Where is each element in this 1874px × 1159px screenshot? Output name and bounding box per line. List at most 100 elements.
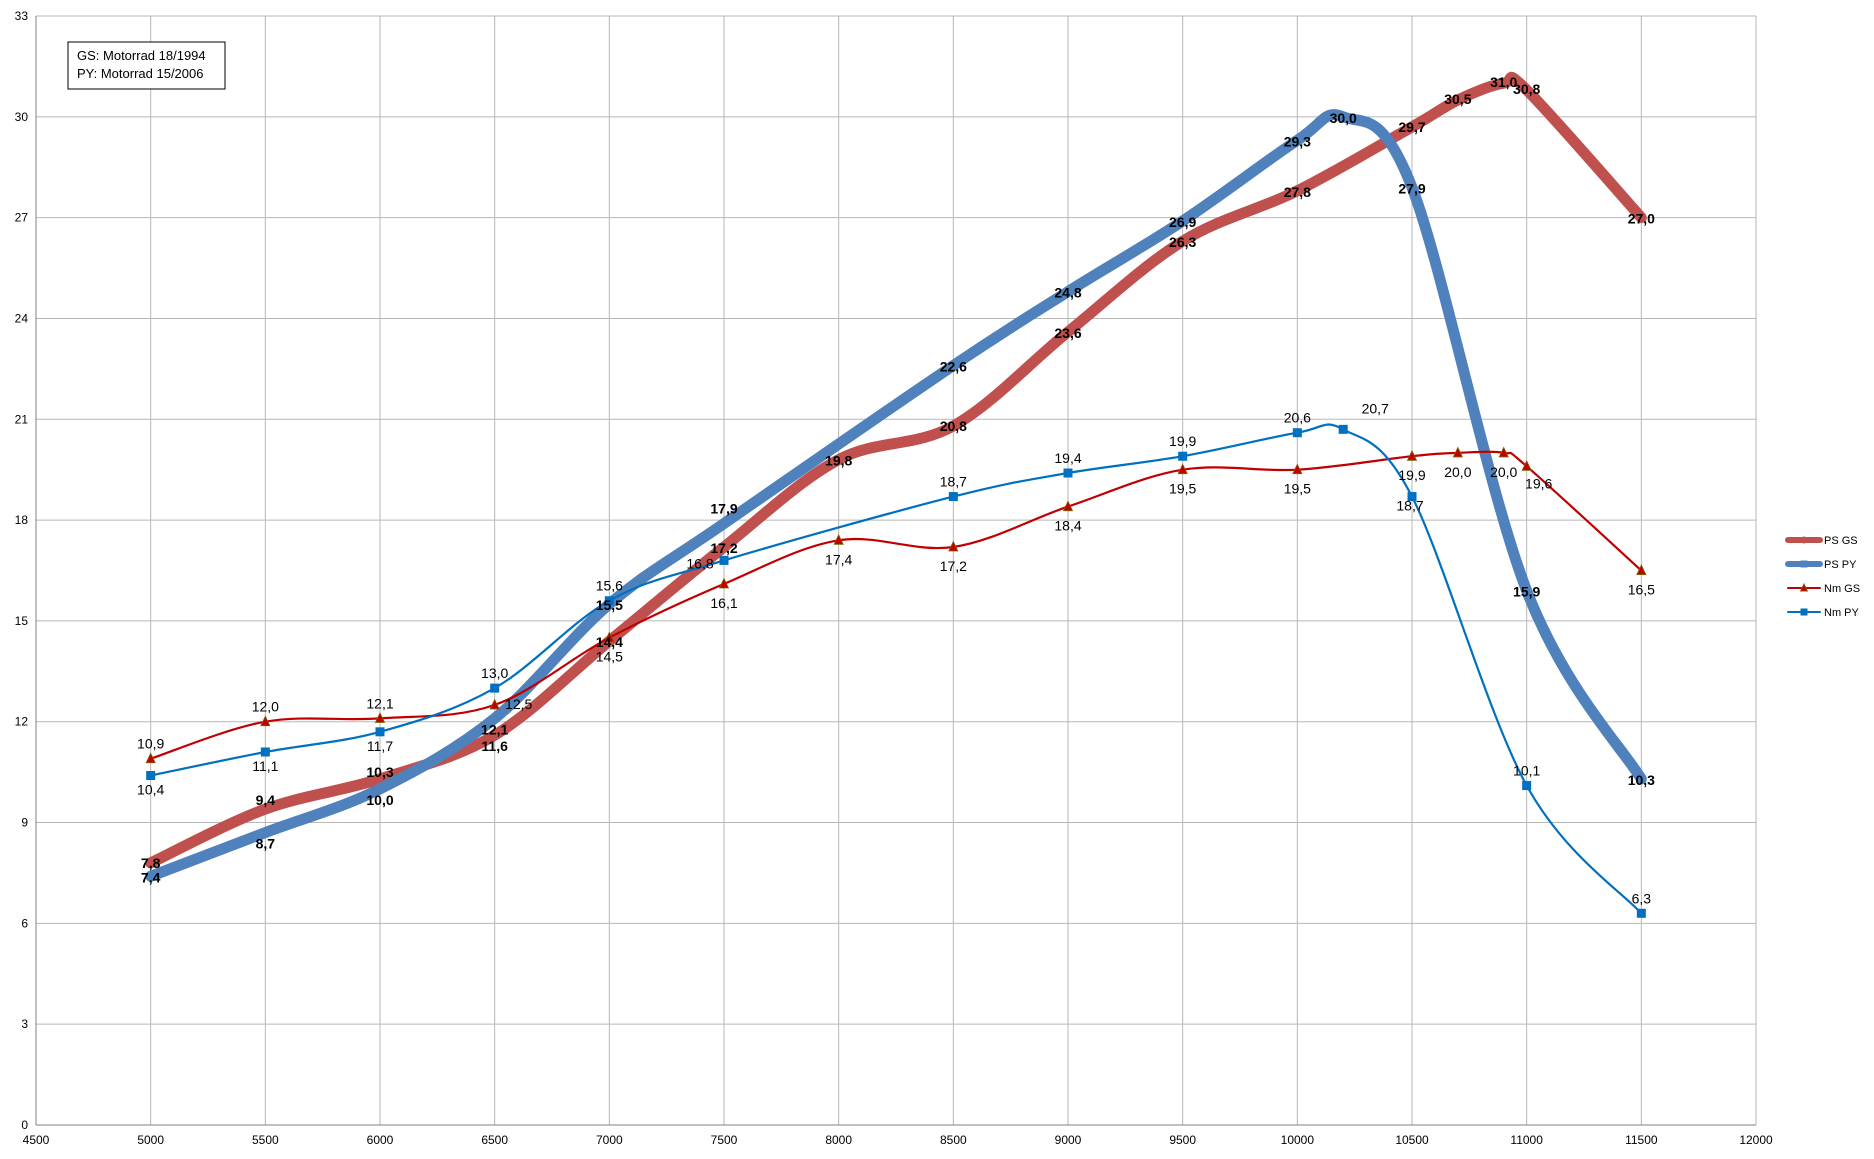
data-label-ps-py: 30,0 — [1330, 110, 1357, 126]
data-label-ps-py: 8,7 — [256, 836, 276, 852]
series-line-nm-gs — [149, 450, 1643, 760]
data-label-nm-gs: 18,4 — [1054, 518, 1081, 534]
x-tick-label: 8500 — [940, 1133, 967, 1147]
data-label-ps-gs: 17,2 — [710, 540, 737, 556]
point-nm-py — [146, 770, 156, 780]
legend-label: PS PY — [1824, 559, 1857, 571]
data-label-ps-py: 22,6 — [940, 359, 967, 375]
point-nm-py — [1636, 908, 1646, 918]
data-label-ps-gs: 7,8 — [141, 855, 161, 871]
data-label-ps-gs: 29,7 — [1398, 119, 1425, 135]
data-label-ps-py: 12,1 — [481, 721, 508, 737]
point-nm-gs — [718, 577, 730, 589]
point-nm-py — [1292, 428, 1302, 438]
x-tick-label: 10000 — [1281, 1133, 1315, 1147]
data-label-nm-py: 10,4 — [137, 781, 164, 797]
data-label-nm-gs: 19,9 — [1398, 467, 1425, 483]
series-line-ps-py — [145, 109, 1647, 882]
point-nm-gs — [374, 712, 386, 723]
data-label-ps-gs: 19,8 — [825, 453, 852, 469]
legend-label: Nm PY — [1824, 607, 1860, 619]
source-note-box — [67, 41, 226, 90]
data-label-nm-gs: 17,2 — [940, 558, 967, 574]
data-label-ps-gs: 14,4 — [596, 634, 623, 650]
data-label-nm-gs: 12,1 — [366, 695, 393, 711]
point-nm-gs — [145, 752, 156, 764]
data-label-ps-gs: 23,6 — [1054, 325, 1081, 341]
legend-item-ps-py: PS PY — [1785, 559, 1857, 571]
y-tick-label: 12 — [15, 715, 29, 729]
data-label-ps-py: 27,9 — [1398, 180, 1425, 196]
legend-item-ps-gs: PS GS — [1785, 535, 1858, 547]
data-label-ps-py: 17,9 — [710, 500, 737, 516]
data-label-nm-gs: 20,0 — [1490, 464, 1517, 480]
data-label-nm-py: 6,3 — [1632, 890, 1652, 906]
source-note-line: PY: Motorrad 15/2006 — [77, 66, 203, 81]
data-label-ps-gs: 27,8 — [1284, 184, 1311, 200]
x-tick-label: 4500 — [23, 1133, 50, 1147]
data-label-nm-gs: 20,0 — [1444, 464, 1471, 480]
x-tick-label: 5500 — [252, 1133, 279, 1147]
point-nm-gs — [489, 698, 500, 710]
point-nm-gs — [1521, 459, 1532, 471]
point-nm-gs — [604, 631, 615, 643]
x-tick-label: 5000 — [137, 1133, 164, 1147]
point-nm-gs — [833, 533, 844, 545]
data-label-ps-gs: 10,3 — [366, 764, 393, 780]
data-label-nm-py: 10,1 — [1513, 763, 1540, 779]
data-label-nm-gs: 16,1 — [710, 595, 737, 611]
data-label-nm-py: 16,8 — [686, 555, 713, 571]
legend-item-nm-py: Nm PY — [1787, 607, 1860, 619]
y-tick-label: 6 — [21, 916, 28, 930]
legend-marker — [1800, 536, 1808, 544]
data-label-nm-gs: 19,5 — [1284, 481, 1311, 497]
data-label-ps-gs: 20,8 — [940, 418, 967, 434]
legend-label: Nm GS — [1824, 583, 1860, 595]
point-nm-py — [604, 596, 614, 606]
source-note-line: GS: Motorrad 18/1994 — [77, 48, 206, 63]
data-label-nm-gs: 19,5 — [1169, 481, 1196, 497]
x-tick-label: 8000 — [825, 1133, 852, 1147]
grid-lines — [35, 15, 1757, 1126]
x-tick-label: 6500 — [481, 1133, 508, 1147]
data-label-nm-gs: 12,5 — [505, 696, 532, 712]
point-nm-py — [1522, 781, 1532, 791]
y-tick-label: 27 — [15, 211, 29, 225]
y-tick-label: 33 — [15, 9, 29, 23]
data-label-nm-py: 20,7 — [1362, 400, 1389, 416]
point-nm-py — [375, 727, 385, 737]
y-tick-label: 15 — [15, 614, 29, 628]
data-label-ps-py: 15,5 — [596, 597, 623, 613]
data-label-ps-py: 10,0 — [366, 792, 393, 808]
data-label-nm-gs: 10,9 — [137, 736, 164, 752]
point-nm-gs — [1498, 446, 1509, 458]
legend: PS GS PS PY Nm GS Nm PY — [1785, 535, 1860, 619]
y-tick-label: 0 — [21, 1118, 28, 1132]
data-label-nm-gs: 12,0 — [252, 699, 279, 715]
point-nm-gs — [1406, 449, 1418, 461]
data-label-ps-py: 15,9 — [1513, 584, 1540, 600]
x-tick-label: 10500 — [1395, 1133, 1429, 1147]
point-nm-gs — [1292, 463, 1303, 475]
y-tick-label: 30 — [15, 110, 29, 124]
point-nm-gs — [1452, 446, 1464, 458]
legend-marker — [1800, 608, 1808, 616]
point-nm-py — [1178, 451, 1188, 461]
point-nm-py — [1063, 468, 1073, 478]
x-tick-label: 11000 — [1510, 1133, 1543, 1147]
data-label-nm-py: 13,0 — [481, 665, 508, 681]
series-ps-py — [145, 109, 1647, 882]
point-nm-gs — [1177, 463, 1188, 475]
series-lines — [145, 71, 1647, 918]
point-nm-gs — [1636, 564, 1647, 575]
point-nm-py — [260, 747, 270, 757]
y-tick-label: 24 — [15, 311, 29, 325]
x-tick-label: 11500 — [1625, 1133, 1658, 1147]
legend-marker — [1800, 560, 1808, 568]
data-label-ps-gs: 30,5 — [1444, 91, 1471, 107]
legend-label: PS GS — [1824, 535, 1858, 547]
y-tick-label: 21 — [15, 412, 29, 426]
data-label-nm-py: 18,7 — [940, 474, 967, 490]
series-nm-gs — [145, 446, 1647, 764]
